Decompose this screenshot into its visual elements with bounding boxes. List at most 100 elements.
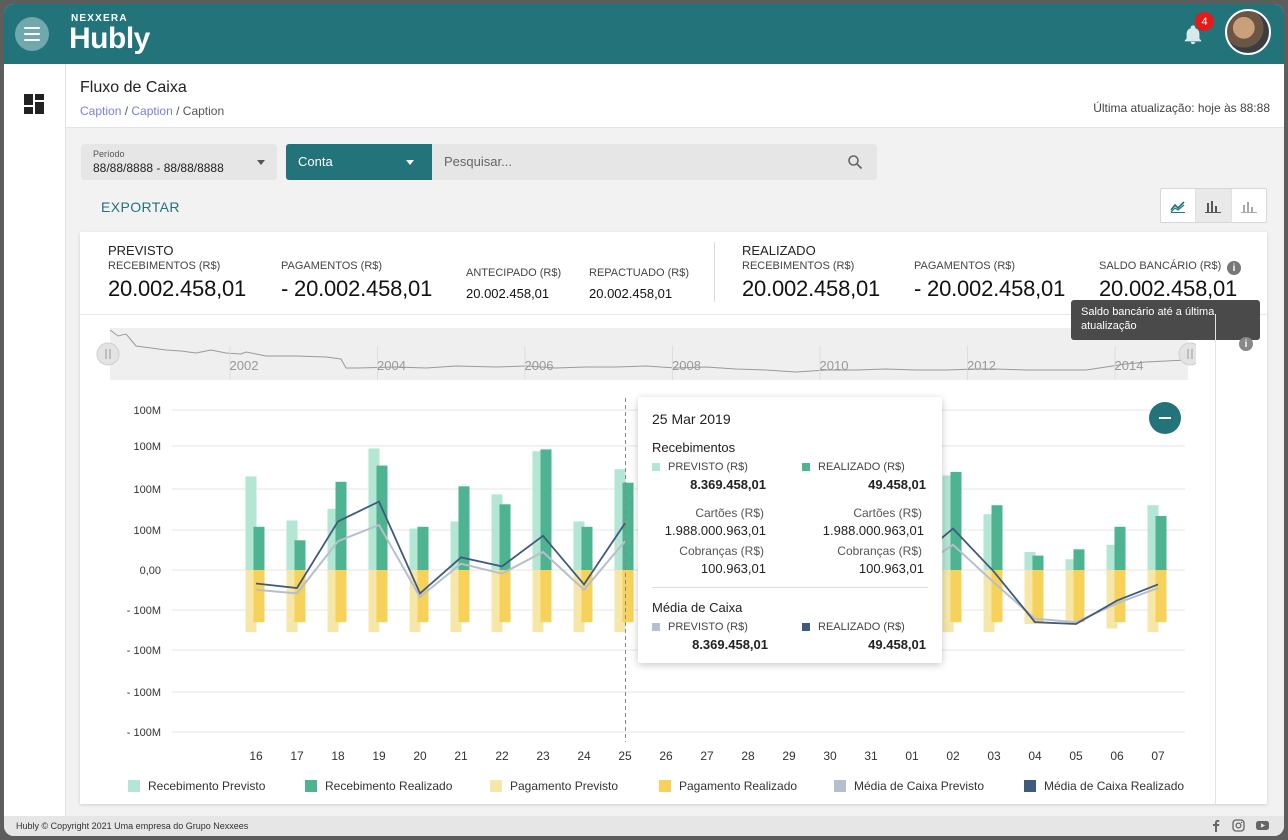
footer-text: Hubly © Copyright 2021 Uma empresa do Gr… [16,821,249,831]
legend-item[interactable]: Pagamento Previsto [490,779,618,793]
bar-recebimento-realizado[interactable] [1155,516,1167,570]
bar-recebimento-realizado[interactable] [294,540,306,570]
bar-pagamento-realizado[interactable] [950,570,962,623]
page-title: Fluxo de Caixa [80,79,187,96]
bar-pagamento-previsto[interactable] [1147,570,1159,633]
bar-pagamento-previsto[interactable] [368,570,380,633]
bar-recebimento-previsto[interactable] [1065,559,1077,570]
avatar[interactable] [1225,9,1271,55]
bar-recebimento-previsto[interactable] [368,448,380,571]
bar-pagamento-realizado[interactable] [253,570,265,623]
line-m-dia-de-caixa-previsto[interactable] [255,523,626,599]
facebook-icon[interactable] [1210,819,1222,832]
bar-pagamento-realizado[interactable] [499,570,511,623]
info-icon[interactable]: i [1239,337,1253,351]
bar-pagamento-realizado[interactable] [581,570,593,623]
search-input[interactable]: Pesquisar... [444,154,512,169]
bar-recebimento-previsto[interactable] [1147,505,1159,570]
bar-recebimento-realizado[interactable] [458,486,470,570]
bar-pagamento-previsto[interactable] [491,570,503,633]
bar-pagamento-realizado[interactable] [1155,570,1167,623]
bar-pagamento-previsto[interactable] [327,570,339,633]
bar-recebimento-previsto[interactable] [614,469,626,570]
bar-pagamento-previsto[interactable] [1106,570,1118,629]
bar-pagamento-previsto[interactable] [614,570,626,633]
zoom-out-button[interactable] [1149,402,1181,434]
range-navigator[interactable]: 2002 2004 2006 2008 2010 2012 2014 [96,326,1196,382]
legend-item[interactable]: Pagamento Realizado [659,779,797,793]
bar-pagamento-previsto[interactable] [573,570,585,633]
bar-pagamento-realizado[interactable] [335,570,347,623]
line-m-dia-de-caixa-realizado[interactable] [255,500,626,595]
bar-pagamento-previsto[interactable] [942,570,954,633]
bar-recebimento-realizado[interactable] [1114,526,1126,570]
bar-pagamento-previsto[interactable] [286,570,298,633]
bar-recebimento-realizado[interactable] [1032,555,1044,570]
bar-recebimento-previsto[interactable] [245,476,257,570]
bar-recebimento-realizado[interactable] [581,526,593,570]
bar-pagamento-previsto[interactable] [245,570,257,633]
search-icon[interactable] [847,154,863,170]
bar-pagamento-realizado[interactable] [540,570,552,623]
bar-pagamento-realizado[interactable] [1114,570,1126,623]
bar-recebimento-previsto[interactable] [983,514,995,570]
bar-recebimento-realizado[interactable] [499,504,511,570]
bar-recebimento-realizado[interactable] [540,449,552,570]
bar-recebimento-realizado[interactable] [253,526,265,570]
dashboard-icon[interactable] [24,94,44,114]
bar-pagamento-previsto[interactable] [409,570,421,633]
bar-pagamento-realizado[interactable] [1073,570,1085,623]
legend-item[interactable]: Recebimento Realizado [305,779,452,793]
bar-recebimento-realizado[interactable] [376,465,388,570]
bar-pagamento-realizado[interactable] [294,570,306,623]
legend-item[interactable]: Recebimento Previsto [128,779,265,793]
bar-pagamento-previsto[interactable] [450,570,462,633]
bar-recebimento-realizado[interactable] [622,482,634,570]
menu-button[interactable] [15,17,49,51]
bar-recebimento-previsto[interactable] [1024,552,1036,570]
legend-item[interactable]: Média de Caixa Realizado [1024,779,1184,793]
bar-pagamento-previsto[interactable] [1024,570,1036,624]
bar-pagamento-realizado[interactable] [458,570,470,623]
bar-recebimento-previsto[interactable] [532,451,544,570]
instagram-icon[interactable] [1232,819,1245,832]
bell-icon[interactable] [1182,24,1204,46]
bar-recebimento-previsto[interactable] [286,520,298,571]
bar-pagamento-realizado[interactable] [991,570,1003,623]
breadcrumb-link-1[interactable]: Caption [80,104,122,118]
bar-recebimento-previsto[interactable] [409,528,421,570]
bar-recebimento-realizado[interactable] [950,471,962,570]
export-button[interactable]: EXPORTAR [101,199,180,215]
search-field[interactable]: Pesquisar... [432,144,877,180]
account-select[interactable]: Conta [286,144,432,180]
view-stacked-button[interactable] [1232,189,1266,222]
bar-pagamento-realizado[interactable] [376,570,388,623]
bar-recebimento-realizado[interactable] [1073,549,1085,570]
bar-pagamento-previsto[interactable] [1065,570,1077,624]
bar-pagamento-realizado[interactable] [417,570,429,623]
line-m-dia-de-caixa-realizado[interactable] [911,527,1159,625]
bar-recebimento-previsto[interactable] [942,475,954,571]
cash-flow-chart[interactable]: 100M 100M 100M 100M 0,00 - 100M - 100M - 100M - … [80,392,1215,772]
bar-pagamento-realizado[interactable] [622,570,634,623]
bar-recebimento-realizado[interactable] [991,505,1003,570]
bar-recebimento-realizado[interactable] [417,526,429,570]
period-select[interactable]: Período 88/88/8888 - 88/88/8888 [81,144,277,180]
legend-item[interactable]: Média de Caixa Previsto [834,779,984,793]
bar-recebimento-previsto[interactable] [327,508,339,570]
bar-recebimento-realizado[interactable] [335,481,347,570]
bar-recebimento-previsto[interactable] [573,521,585,570]
bar-pagamento-realizado[interactable] [1032,570,1044,623]
view-bar-button[interactable] [1196,189,1232,222]
info-icon[interactable]: i [1227,261,1241,275]
bar-pagamento-previsto[interactable] [983,570,995,633]
line-m-dia-de-caixa-previsto[interactable] [911,543,1159,624]
breadcrumb-link-2[interactable]: Caption [131,104,173,118]
view-line-button[interactable] [1161,189,1197,222]
brand-logo[interactable]: Hubly [69,22,150,55]
bar-recebimento-previsto[interactable] [491,494,503,570]
bar-recebimento-previsto[interactable] [450,521,462,570]
bar-pagamento-previsto[interactable] [532,570,544,633]
youtube-icon[interactable] [1255,819,1270,832]
bar-recebimento-previsto[interactable] [1106,544,1118,570]
